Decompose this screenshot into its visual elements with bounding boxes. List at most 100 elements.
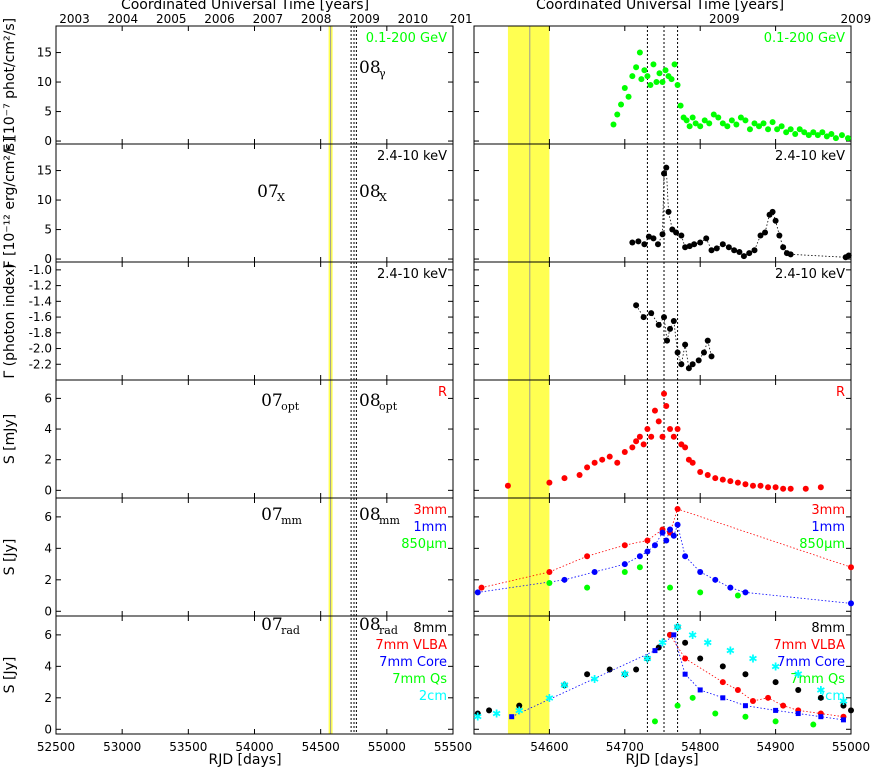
y-tick-label-xflux: 10 (37, 193, 52, 207)
data-point-optical (772, 484, 779, 491)
data-point-radio (818, 714, 824, 720)
series-group-mm (474, 506, 854, 607)
data-point-mm (591, 568, 598, 575)
left-year-tick-label: 2009 (349, 12, 380, 26)
y-tick-label-radio: 4 (44, 659, 52, 673)
left-year-tick-label: 2007 (253, 12, 284, 26)
data-point-xflux (682, 244, 689, 251)
right-x-tick-label: 54600 (530, 740, 568, 754)
series-group-xindex (633, 302, 715, 372)
data-point-radio (674, 702, 681, 709)
left-x-tick-label: 55500 (434, 740, 472, 754)
data-point-gamma (823, 133, 830, 140)
data-point-xindex (655, 321, 662, 328)
data-point-gamma (692, 120, 699, 127)
data-point-mm (848, 564, 854, 571)
plot-area: 2003 2004 2005 2006 2007 2008 2009 2010 20152500… (2, 12, 872, 754)
left-x-tick-label: 54500 (302, 740, 340, 754)
data-point-gamma (644, 73, 651, 80)
data-point-xindex (674, 349, 681, 356)
data-point-gamma (778, 123, 785, 130)
left-year-tick-label: 2003 (59, 12, 90, 26)
data-point-optical (712, 475, 719, 482)
data-point-radio: ✱ (794, 668, 803, 681)
data-point-gamma (751, 120, 758, 127)
data-point-radio (682, 655, 689, 662)
data-point-optical (682, 444, 689, 451)
data-point-xflux (673, 229, 680, 236)
data-point-xindex (648, 310, 655, 317)
data-point-radio (697, 655, 704, 662)
data-point-radio (509, 714, 515, 720)
data-point-optical (599, 456, 606, 463)
data-point-gamma (810, 129, 817, 136)
right-legend-mm: 3mm (811, 503, 845, 518)
data-point-radio (621, 671, 628, 678)
data-point-xflux (629, 239, 636, 246)
data-point-radio: ✱ (643, 652, 652, 665)
annotation-xflux: 07 (257, 182, 279, 202)
data-point-mm (663, 537, 670, 544)
annotation-sub-radio: rad (281, 624, 300, 637)
data-point-optical (719, 476, 726, 483)
data-point-xflux (776, 232, 783, 239)
y-axis-label-optical: S [mJy] (2, 414, 18, 464)
data-point-radio (734, 686, 741, 693)
annotation-mm: 08 (359, 505, 381, 525)
data-point-xflux (635, 238, 642, 245)
data-point-radio (682, 639, 689, 646)
annotation-sub-mm: mm (379, 514, 400, 527)
data-point-radio (652, 648, 658, 654)
data-point-gamma (633, 64, 640, 71)
data-point-radio (674, 624, 681, 631)
y-tick-label-gamma: 15 (37, 46, 52, 60)
data-point-gamma (787, 126, 794, 133)
data-point-gamma (683, 117, 690, 124)
y-tick-label-mm: 0 (44, 604, 52, 618)
right-legend-xflux: 2.4-10 keV (775, 149, 845, 164)
data-point-gamma (706, 120, 713, 127)
data-point-mm (636, 564, 643, 571)
y-axis-label-radio: S [Jy] (2, 657, 18, 694)
data-point-gamma (659, 79, 666, 86)
data-point-mm (697, 589, 704, 596)
left-legend-optical: R (438, 385, 447, 400)
data-point-radio: ✱ (590, 673, 599, 686)
data-point-radio (719, 663, 726, 670)
data-point-gamma (674, 82, 681, 88)
data-point-mm (621, 561, 628, 568)
data-point-optical (727, 478, 734, 485)
data-point-optical (591, 459, 598, 466)
data-point-optical (614, 459, 621, 466)
data-point-optical (561, 475, 568, 482)
data-point-radio (773, 707, 779, 713)
data-point-gamma (728, 117, 735, 124)
y-tick-label-radio: 0 (44, 722, 52, 736)
annotation-xflux: 08 (359, 182, 381, 202)
data-point-xflux (713, 245, 720, 252)
data-point-radio (780, 702, 787, 709)
right-legend-xindex: 2.4-10 keV (775, 267, 845, 282)
data-point-xflux (762, 229, 769, 236)
data-point-xindex (661, 314, 668, 321)
data-point-optical (648, 433, 655, 440)
data-point-xflux (772, 217, 779, 224)
data-point-optical (659, 433, 666, 440)
left-legend-radio: 7mm Qs (392, 672, 447, 687)
data-point-gamma (792, 130, 799, 137)
data-point-optical (606, 453, 613, 460)
data-point-xflux (678, 232, 685, 239)
data-point-gamma (710, 111, 717, 118)
y-tick-label-xflux: 15 (37, 164, 52, 178)
data-point-optical (655, 418, 662, 425)
data-point-radio (840, 717, 846, 723)
data-point-xindex (670, 318, 677, 324)
y-tick-label-xindex: -1.8 (29, 326, 52, 340)
data-point-mm (682, 553, 689, 560)
data-point-gamma (819, 129, 826, 136)
data-point-radio (772, 718, 779, 725)
data-point-mm (667, 584, 674, 591)
data-point-xflux (845, 252, 852, 259)
annotation-optical: 08 (359, 391, 381, 411)
series-group-radio: ✱ ✱ ✱ ✱ ✱ ✱ ✱ ✱ ✱ ✱ ✱ ✱ ✱ ✱ ✱ ✱ ✱ ✱ (473, 621, 854, 728)
